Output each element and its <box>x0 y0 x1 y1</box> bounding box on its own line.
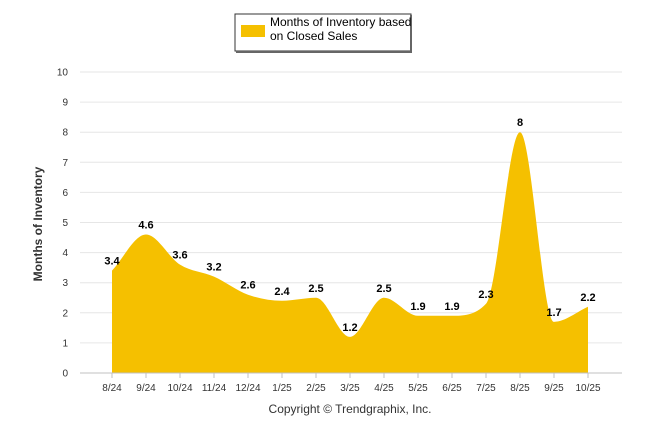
x-tick-label: 6/25 <box>442 383 462 394</box>
y-tick-label: 9 <box>62 98 68 109</box>
x-tick-label: 9/24 <box>136 383 156 394</box>
data-label: 1.9 <box>444 301 459 313</box>
y-tick-label: 7 <box>62 158 68 169</box>
legend: Months of Inventory based on Closed Sale… <box>234 13 412 53</box>
y-tick-label: 2 <box>62 308 68 319</box>
legend-label-line-1: Months of Inventory based <box>270 15 411 29</box>
data-label: 3.6 <box>172 250 187 262</box>
data-labels: 3.4 4.6 3.6 3.2 2.6 2.4 2.5 1.2 2.5 1.9 1.9 2.3 8 1.7… <box>104 117 595 334</box>
x-tick-label: 3/25 <box>340 383 360 394</box>
y-axis-ticks: 0 1 2 3 4 5 6 7 8 9 10 <box>57 68 69 380</box>
x-tick-label: 9/25 <box>544 383 564 394</box>
y-tick-label: 0 <box>62 369 68 380</box>
y-tick-label: 1 <box>62 338 68 349</box>
x-tick-label: 11/24 <box>202 383 227 394</box>
x-tick-label: 7/25 <box>476 383 496 394</box>
y-tick-label: 10 <box>57 68 69 79</box>
x-tick-label: 2/25 <box>306 383 326 394</box>
copyright-footer: Copyright © Trendgraphix, Inc. <box>269 402 432 416</box>
legend-label-line-2: on Closed Sales <box>270 29 357 43</box>
data-label: 2.5 <box>376 283 391 295</box>
x-tick-label: 10/25 <box>575 383 600 394</box>
legend-swatch <box>241 25 265 37</box>
y-tick-label: 5 <box>62 218 68 229</box>
data-label: 2.6 <box>240 280 255 292</box>
data-label: 1.9 <box>410 301 425 313</box>
x-tick-label: 8/24 <box>102 383 122 394</box>
data-label: 1.7 <box>546 307 561 319</box>
y-axis-label: Months of Inventory <box>31 166 45 281</box>
x-axis-ticks: 8/24 9/24 10/24 11/24 12/24 1/25 2/25 3/25 4/25 5… <box>102 373 601 394</box>
area-series <box>112 132 588 373</box>
x-tick-label: 1/25 <box>272 383 292 394</box>
data-label: 2.2 <box>580 292 595 304</box>
data-label: 4.6 <box>138 220 153 232</box>
data-label: 1.2 <box>342 322 357 334</box>
y-tick-label: 3 <box>62 278 68 289</box>
data-label: 8 <box>517 117 523 129</box>
x-tick-label: 4/25 <box>374 383 394 394</box>
x-tick-label: 10/24 <box>167 383 192 394</box>
data-label: 2.3 <box>478 289 493 301</box>
y-tick-label: 6 <box>62 188 68 199</box>
data-label: 2.4 <box>274 286 290 298</box>
data-label: 3.4 <box>104 256 120 268</box>
data-label: 2.5 <box>308 283 323 295</box>
x-tick-label: 8/25 <box>510 383 530 394</box>
x-tick-label: 12/24 <box>235 383 260 394</box>
data-label: 3.2 <box>206 262 221 274</box>
y-tick-label: 8 <box>62 128 68 139</box>
y-tick-label: 4 <box>62 248 68 259</box>
x-tick-label: 5/25 <box>408 383 428 394</box>
